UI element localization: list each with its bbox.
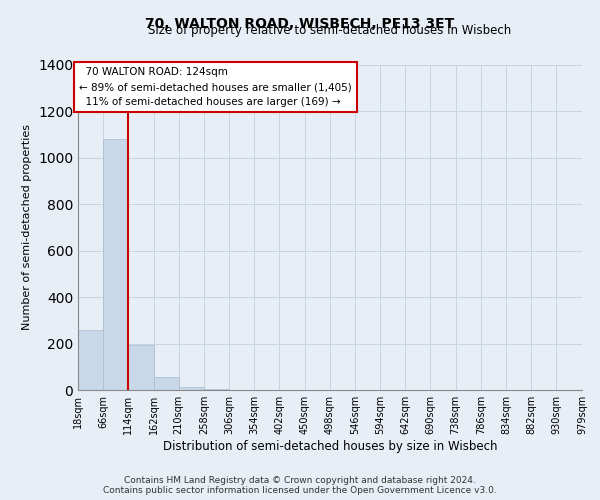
Bar: [78, 330, 103, 390]
Bar: [154, 377, 179, 390]
Text: Contains HM Land Registry data © Crown copyright and database right 2024.
Contai: Contains HM Land Registry data © Crown c…: [103, 476, 497, 495]
X-axis label: Distribution of semi-detached houses by size in Wisbech: Distribution of semi-detached houses by …: [163, 440, 497, 453]
Text: 70, WALTON ROAD, WISBECH, PE13 3ET: 70, WALTON ROAD, WISBECH, PE13 3ET: [145, 18, 455, 32]
Text: 70 WALTON ROAD: 124sqm  
← 89% of semi-detached houses are smaller (1,405)
  11%: 70 WALTON ROAD: 124sqm ← 89% of semi-det…: [79, 68, 352, 107]
Bar: [128, 344, 154, 390]
Bar: [204, 389, 229, 390]
Bar: [103, 140, 128, 390]
Bar: [179, 386, 204, 390]
Y-axis label: Number of semi-detached properties: Number of semi-detached properties: [22, 124, 32, 330]
Title: Size of property relative to semi-detached houses in Wisbech: Size of property relative to semi-detach…: [148, 24, 512, 38]
